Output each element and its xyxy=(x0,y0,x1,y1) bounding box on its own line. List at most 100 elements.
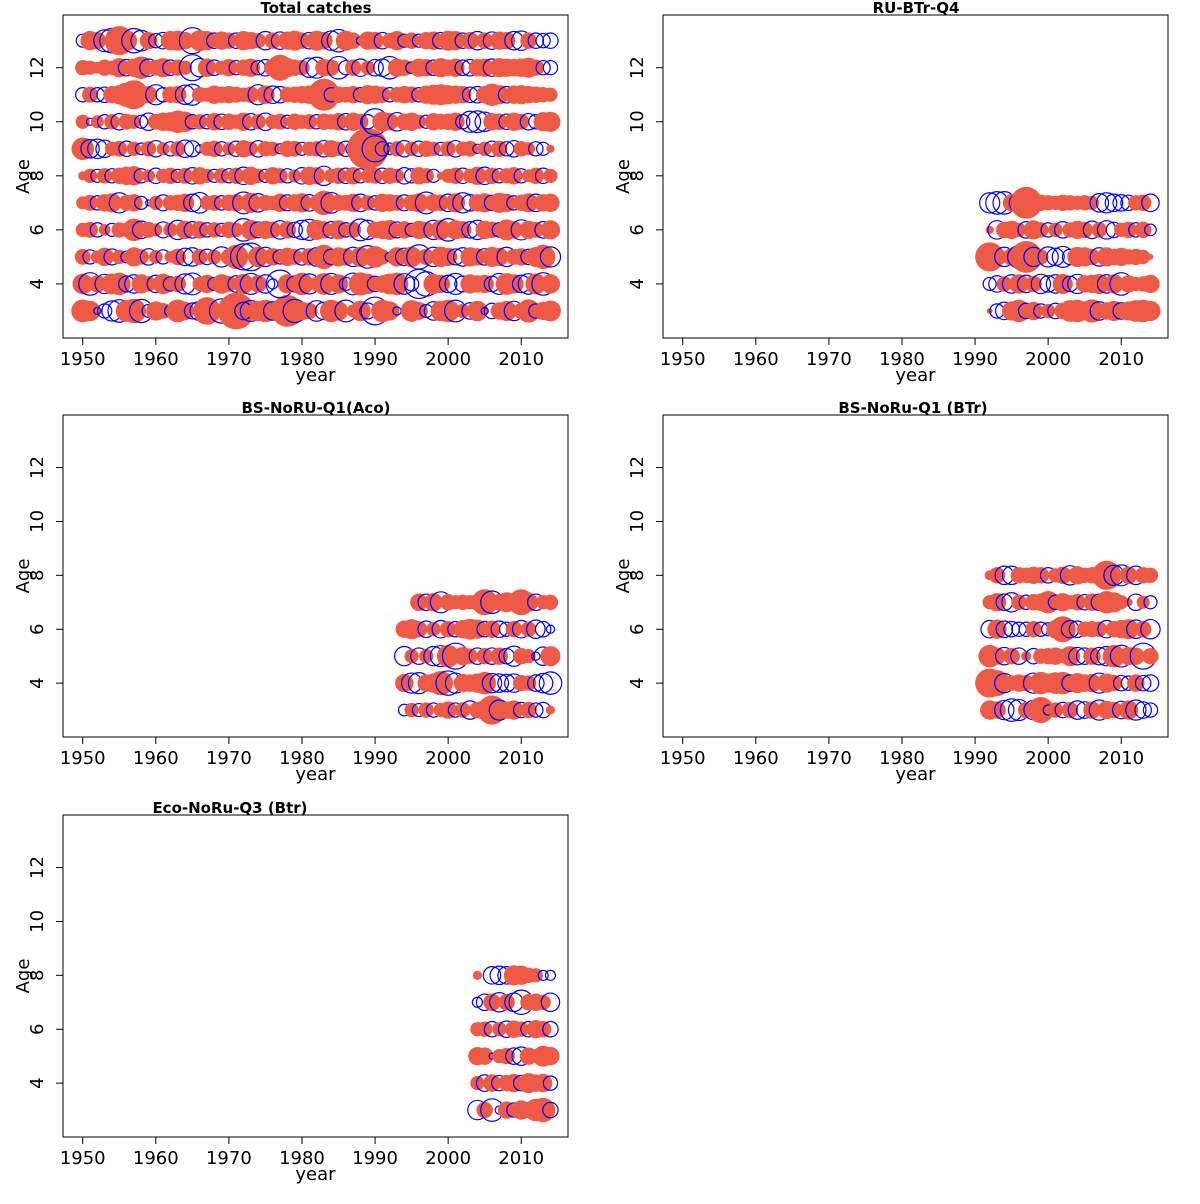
x-tick-label: 1970 xyxy=(806,349,852,370)
y-tick-label: 10 xyxy=(27,110,48,133)
bubble xyxy=(301,302,318,320)
bubble xyxy=(1025,275,1042,293)
bubble xyxy=(526,619,546,640)
bubble xyxy=(1136,595,1150,609)
bubble xyxy=(426,622,441,637)
bubble xyxy=(496,300,517,322)
y-axis-label: Age xyxy=(13,959,34,994)
bubble xyxy=(1082,673,1102,693)
x-axis-label: year xyxy=(295,1164,336,1185)
panel: Eco-NoRu-Q3 (Btr) 1950 1960 1970 1980 1990 200… xyxy=(13,799,569,1185)
bubble xyxy=(1049,616,1076,643)
bubble xyxy=(1083,248,1101,266)
bubble xyxy=(224,244,249,270)
bubble xyxy=(379,219,400,240)
bubble xyxy=(240,192,261,213)
x-tick-label: 1970 xyxy=(206,1148,252,1169)
bubble xyxy=(540,646,561,667)
bubble xyxy=(535,32,551,49)
bubble xyxy=(255,274,276,294)
x-tick-label: 1990 xyxy=(352,1148,398,1169)
bubble xyxy=(1051,671,1075,695)
bubble xyxy=(1144,223,1157,237)
bubble xyxy=(1142,702,1159,718)
y-tick-label: 8 xyxy=(627,570,648,581)
panel-title: Eco-NoRu-Q3 (Btr) xyxy=(152,799,307,817)
bubble xyxy=(1011,222,1027,238)
bubble xyxy=(987,593,1007,612)
bubble xyxy=(542,1075,559,1091)
y-tick-label: 4 xyxy=(27,677,48,688)
x-tick-label: 2010 xyxy=(1098,748,1144,769)
bubble xyxy=(1084,195,1100,210)
bubble xyxy=(93,306,102,316)
bubble xyxy=(409,193,429,213)
plot-frame xyxy=(62,414,569,738)
bubble xyxy=(148,195,163,210)
bubble xyxy=(177,167,194,184)
bubble xyxy=(489,673,510,693)
bubble xyxy=(396,59,413,76)
x-tick-label: 2010 xyxy=(498,1148,544,1169)
bubble xyxy=(438,274,458,294)
bubble xyxy=(286,140,303,157)
bubble xyxy=(108,272,131,296)
bubble xyxy=(458,110,482,133)
bubble xyxy=(256,85,275,104)
bubble xyxy=(1142,647,1159,665)
bubble xyxy=(541,1046,560,1066)
bubble xyxy=(1141,274,1160,294)
bubble xyxy=(542,32,559,49)
bubble xyxy=(197,274,217,294)
bubble xyxy=(272,113,289,130)
bubble xyxy=(169,86,187,104)
x-tick-label: 1990 xyxy=(952,748,998,769)
bubble xyxy=(1010,186,1043,219)
bubble xyxy=(539,246,562,268)
bubble xyxy=(389,168,405,183)
bubble xyxy=(545,624,556,634)
bubble xyxy=(247,246,269,268)
bubble xyxy=(432,194,450,212)
bubble xyxy=(264,32,281,49)
bubble xyxy=(1141,193,1160,213)
bubble xyxy=(498,994,515,1011)
bubble xyxy=(1095,192,1118,214)
bubble xyxy=(490,247,509,267)
x-tick-label: 1980 xyxy=(279,1148,325,1169)
bubble xyxy=(1059,646,1081,667)
bubble xyxy=(169,248,186,266)
bubble xyxy=(426,141,441,156)
bubble xyxy=(1046,247,1065,267)
bubble xyxy=(492,1022,507,1037)
bubble xyxy=(409,302,428,320)
bubble xyxy=(979,192,1001,214)
bubble xyxy=(542,594,559,610)
y-axis-label: Age xyxy=(13,159,34,194)
bubble xyxy=(88,31,107,50)
bubble xyxy=(227,167,245,185)
plot-frame xyxy=(62,814,569,1138)
bubble xyxy=(988,567,1006,584)
x-tick-label: 1960 xyxy=(733,349,779,370)
bubble xyxy=(366,58,384,77)
bubble xyxy=(380,301,400,321)
bubble xyxy=(163,222,178,238)
bubble xyxy=(489,85,509,105)
panel-title: BS-NoRu-Q1 (BTr) xyxy=(838,399,987,417)
bubble xyxy=(1033,249,1049,265)
bubble xyxy=(344,32,362,49)
bubble xyxy=(1134,620,1152,638)
bubble xyxy=(337,248,355,266)
panel-title: RU-BTr-Q4 xyxy=(873,0,960,17)
bubble xyxy=(445,193,466,213)
bubble xyxy=(389,141,405,157)
bubble xyxy=(417,221,435,239)
x-axis-label: year xyxy=(895,764,936,785)
bubble xyxy=(528,702,544,718)
bubble xyxy=(520,621,537,637)
bubble xyxy=(288,169,302,183)
bubble xyxy=(1076,221,1093,239)
y-tick-label: 4 xyxy=(627,278,648,289)
bubble xyxy=(1141,674,1160,692)
